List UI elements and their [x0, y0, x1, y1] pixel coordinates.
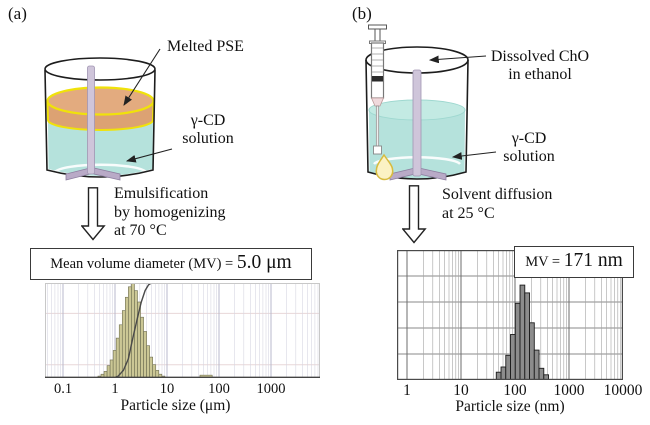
- x-axis-ticks-b: 1 10 100 1000 10000: [397, 382, 642, 400]
- x-tick-label: 1: [403, 382, 411, 399]
- dissolved-cho-line1: Dissolved ChO: [490, 48, 590, 65]
- process-a-line3: at 70 °C: [114, 222, 167, 239]
- particle-size-chart-a: [45, 283, 320, 378]
- gcd-label-line1: γ-CD: [511, 130, 547, 147]
- x-axis-title-a: Particle size (μm): [120, 397, 231, 414]
- mv-value-a: 5.0 μm: [236, 252, 292, 273]
- mv-prefix-a: Mean volume diameter (MV) =: [50, 256, 237, 272]
- beaker-outline: [44, 69, 156, 178]
- syringe-icon: [368, 24, 394, 181]
- gcd-solution-label-a: γ-CD solution: [176, 112, 240, 147]
- droplet-icon: [375, 153, 394, 181]
- gcd-label-line1: γ-CD: [190, 112, 226, 129]
- process-b-line2: at 25 °C: [442, 204, 495, 222]
- mv-result-box-b: MV = 171 nm: [514, 246, 634, 278]
- particle-size-chart-a-plot: [45, 283, 320, 378]
- x-tick-label: 0.1: [53, 381, 73, 397]
- outlier-bar: [199, 374, 213, 378]
- dissolved-cho-label: Dissolved ChO in ethanol: [485, 48, 595, 83]
- process-text-b: Solvent diffusion at 25 °C: [442, 186, 552, 223]
- x-tick-label: 1: [111, 381, 119, 397]
- beaker-rim: [44, 57, 156, 81]
- process-a-line1: Emulsification: [114, 185, 209, 202]
- mv-result-box-a: Mean volume diameter (MV) = 5.0 μm: [30, 248, 312, 280]
- gcd-label-line2: solution: [503, 147, 555, 165]
- x-axis-ticks-a: 0.1 1 10 100 1000: [45, 381, 320, 399]
- melted-pse-label: Melted PSE: [167, 38, 244, 55]
- reflection-highlight: [54, 163, 147, 173]
- x-axis-title-b: Particle size (nm): [455, 398, 565, 415]
- x-tick-label: 100: [208, 381, 230, 397]
- x-tick-label: 10: [453, 382, 469, 399]
- stirrer-rod-icon: [87, 65, 95, 175]
- panel-a-label: (a): [8, 4, 27, 23]
- grid-lines: [45, 283, 320, 378]
- process-b-line1: Solvent diffusion: [442, 186, 553, 203]
- down-arrow-icon-b: [402, 185, 427, 244]
- beaker-a-illustration: [44, 57, 156, 181]
- x-tick-label: 1000: [256, 381, 286, 397]
- x-tick-label: 10000: [603, 382, 643, 399]
- cumulative-curve: [113, 283, 152, 378]
- particle-size-chart-b-plot: [397, 250, 623, 380]
- melted-pse-surface: [46, 86, 155, 116]
- down-arrow-icon-a: [81, 187, 106, 241]
- x-tick-label: 1000: [553, 382, 585, 399]
- plot-frame: [397, 250, 623, 380]
- mv-value-b: 171 nm: [563, 250, 623, 271]
- dissolved-cho-line2: in ethanol: [508, 65, 572, 83]
- beaker-b-illustration: [365, 24, 469, 181]
- x-tick-label: 100: [503, 382, 527, 399]
- process-a-line2: by homogenizing: [114, 203, 226, 221]
- mv-prefix-b: MV =: [525, 254, 564, 270]
- gcd-solution-label-b: γ-CD solution: [497, 130, 561, 165]
- process-text-a: Emulsification by homogenizing at 70 °C: [114, 185, 226, 241]
- particle-size-chart-b: [397, 250, 623, 380]
- panel-b-label: (b): [352, 4, 372, 23]
- gcd-label-line2: solution: [182, 129, 234, 147]
- histogram-bars: [495, 284, 549, 380]
- x-tick-label: 10: [159, 381, 175, 397]
- beaker-outline: [365, 59, 469, 180]
- stirrer-rod-icon: [412, 69, 422, 177]
